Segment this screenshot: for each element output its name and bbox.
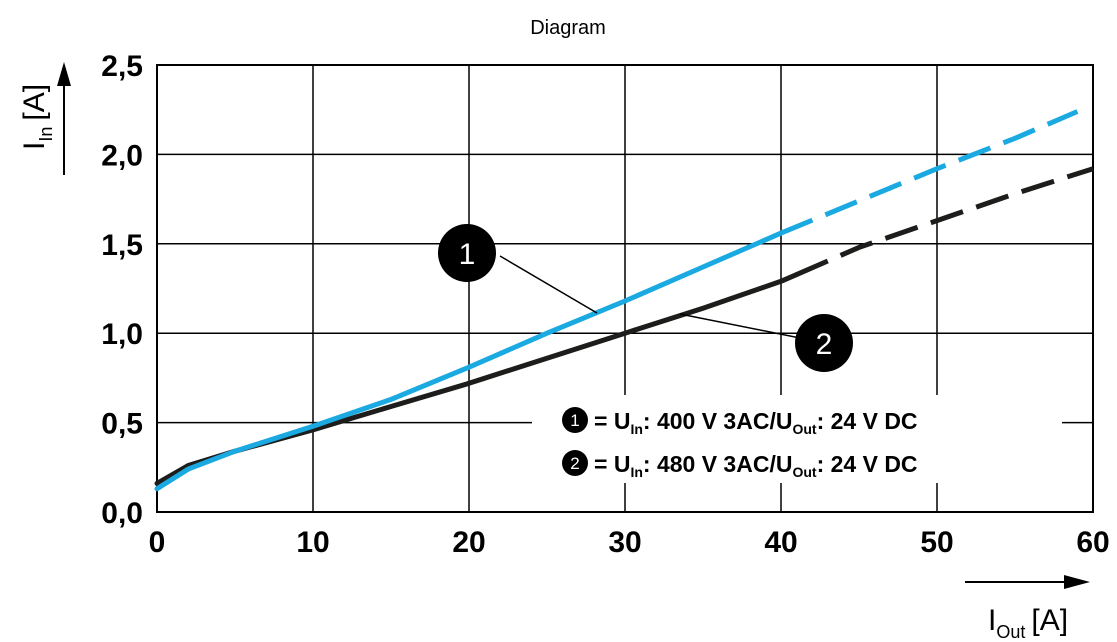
- callout-2-leader: [679, 313, 801, 339]
- legend-1-sub2: Out: [792, 421, 816, 437]
- y-tick-labels: 0,0 0,5 1,0 1,5 2,0 2,5: [101, 50, 143, 530]
- x-tick-label: 40: [764, 526, 797, 559]
- x-axis-title: IOut [A]: [988, 604, 1068, 642]
- callout-marker-2: 2: [795, 314, 853, 372]
- y-axis-label: IIn [A]: [18, 62, 71, 175]
- legend-2-circle: [562, 450, 588, 476]
- x-axis-label-main: I: [988, 604, 996, 637]
- legend-1-sub1: In: [630, 421, 642, 437]
- x-tick-label: 50: [920, 526, 953, 559]
- y-tick-label: 0,0: [101, 497, 143, 530]
- x-axis-label-unit: [A]: [1031, 604, 1068, 637]
- chart-title: Diagram: [530, 17, 606, 39]
- legend-1-number: 1: [570, 411, 579, 430]
- y-axis-label-main: I: [18, 142, 51, 150]
- x-axis-label-sub: Out: [996, 622, 1025, 642]
- plot-frame: [156, 64, 1094, 513]
- legend-1-suffix: : 24 V DC: [817, 408, 918, 434]
- y-tick-label: 1,5: [101, 229, 143, 262]
- y-axis-label-unit: [A]: [18, 84, 51, 121]
- legend-1-text: = UIn: 400 V 3AC/UOut: 24 V DC: [594, 408, 918, 437]
- legend-background: [532, 395, 1062, 483]
- legend-item-1: 1 = UIn: 400 V 3AC/UOut: 24 V DC: [562, 407, 918, 437]
- x-tick-label: 10: [296, 526, 329, 559]
- legend-item-2: 2 = UIn: 480 V 3AC/UOut: 24 V DC: [562, 450, 918, 480]
- legend-2-number: 2: [570, 454, 579, 473]
- legend-2-sub2: Out: [792, 464, 816, 480]
- legend-1-circle: [562, 407, 588, 433]
- legend-2-mid: : 480 V 3AC/U: [643, 451, 793, 477]
- x-axis-arrow-head: [1064, 575, 1090, 589]
- y-axis-arrow-head: [57, 62, 71, 86]
- y-axis-label-sub: In: [36, 127, 56, 142]
- series-2-line-dashed: [795, 166, 1094, 277]
- callout-1-leader: [499, 255, 598, 314]
- legend-2-sub1: In: [630, 464, 642, 480]
- legend-1-prefix: = U: [594, 408, 630, 434]
- y-tick-label: 2,5: [101, 50, 143, 83]
- legend-2-prefix: = U: [594, 451, 630, 477]
- callout-1-circle: [438, 224, 496, 282]
- y-tick-label: 1,0: [101, 318, 143, 351]
- series-1-line-solid: [154, 230, 784, 492]
- x-tick-label: 60: [1076, 526, 1109, 559]
- legend-2-text: = UIn: 480 V 3AC/UOut: 24 V DC: [594, 451, 918, 480]
- callouts: 1 2: [438, 224, 853, 372]
- y-tick-label: 0,5: [101, 408, 143, 441]
- series-layer: [154, 109, 1094, 492]
- x-tick-labels: 0 10 20 30 40 50 60: [149, 526, 1110, 559]
- x-tick-label: 20: [452, 526, 485, 559]
- y-axis-title: IIn [A]: [18, 84, 56, 150]
- legend: 1 = UIn: 400 V 3AC/UOut: 24 V DC 2 = UIn…: [532, 395, 1062, 483]
- grid: [156, 64, 1094, 513]
- y-tick-label: 2,0: [101, 139, 143, 172]
- series-1-line-dashed: [780, 109, 1079, 236]
- legend-1-mid: : 400 V 3AC/U: [643, 408, 793, 434]
- callout-2-circle: [795, 314, 853, 372]
- x-tick-label: 0: [149, 526, 166, 559]
- x-axis-label: IOut [A]: [965, 575, 1090, 642]
- callout-2-number: 2: [816, 328, 833, 361]
- legend-2-suffix: : 24 V DC: [817, 451, 918, 477]
- callout-marker-1: 1: [438, 224, 496, 282]
- callout-1-number: 1: [459, 238, 476, 271]
- x-tick-label: 30: [608, 526, 641, 559]
